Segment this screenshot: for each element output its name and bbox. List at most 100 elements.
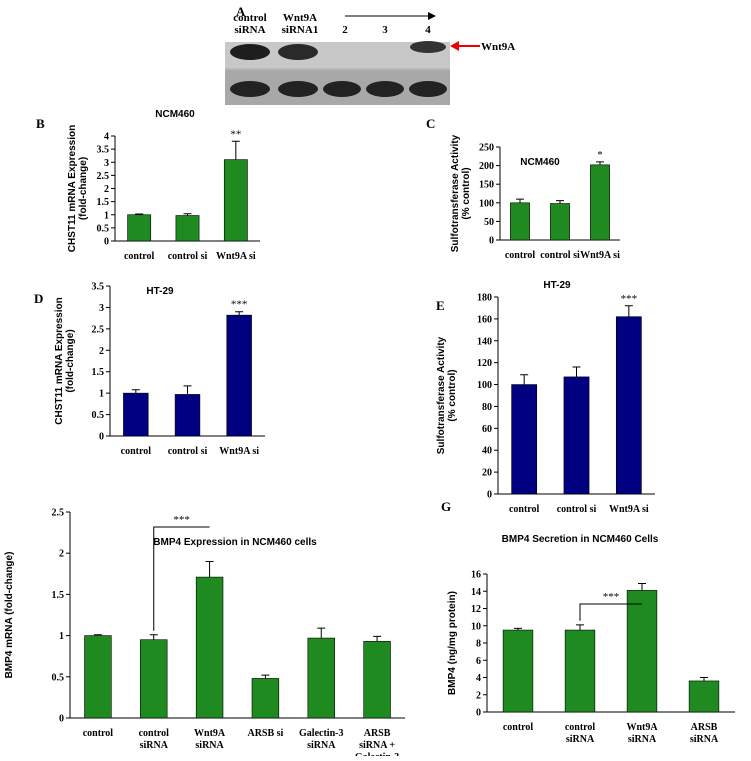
error-bar xyxy=(572,366,581,377)
lane-label: 4 xyxy=(425,24,431,36)
x-tick-label: siRNA xyxy=(628,734,657,745)
y-tick-label: 8 xyxy=(476,639,481,650)
x-tick-label: Galectin-3 xyxy=(299,728,343,739)
bar xyxy=(564,629,596,713)
lane-label: 3 xyxy=(382,24,388,36)
y-axis-label: (% control) xyxy=(447,369,458,421)
y-tick-label: 1.5 xyxy=(97,197,110,208)
band xyxy=(230,81,270,97)
panel-letter: C xyxy=(426,116,435,131)
bar xyxy=(688,680,720,713)
x-tick-label: ARSB si xyxy=(247,728,283,739)
y-tick-label: 0 xyxy=(489,236,494,247)
bar xyxy=(123,392,149,437)
x-tick-label: Galectin-3 xyxy=(355,752,399,756)
bar xyxy=(127,214,152,242)
y-tick-label: 0 xyxy=(104,237,109,248)
error-bar xyxy=(231,140,240,160)
band xyxy=(410,41,446,53)
y-tick-label: 1 xyxy=(104,210,109,221)
x-tick-label: control xyxy=(124,251,155,262)
bar xyxy=(174,394,201,437)
lane-label: siRNA1 xyxy=(282,24,319,36)
chart-title: HT-29 xyxy=(146,286,174,297)
error-bar xyxy=(638,582,646,591)
y-tick-label: 4 xyxy=(104,132,109,143)
y-tick-label: 0 xyxy=(59,714,64,725)
y-axis-label: CHST11 mRNA Expression xyxy=(67,125,78,252)
x-tick-label: control xyxy=(139,728,170,739)
bar xyxy=(84,635,112,719)
error-bar xyxy=(261,674,270,679)
y-tick-label: 4 xyxy=(476,673,481,684)
y-tick-label: 160 xyxy=(477,314,492,325)
y-tick-label: 100 xyxy=(479,198,494,209)
band xyxy=(323,81,361,97)
x-tick-label: Wnt9A si xyxy=(609,504,649,515)
error-bar xyxy=(700,677,708,681)
significance: ** xyxy=(230,128,241,140)
band xyxy=(409,81,447,97)
significance: *** xyxy=(603,591,620,603)
x-tick-label: siRNA xyxy=(690,734,719,745)
error-bar xyxy=(183,213,192,216)
bar xyxy=(510,202,530,241)
x-tick-label: control si xyxy=(168,446,208,457)
x-tick-label: control si xyxy=(557,504,597,515)
x-tick-label: control xyxy=(505,250,536,261)
x-tick-label: ARSB xyxy=(364,728,391,739)
y-tick-label: 2.5 xyxy=(97,171,110,182)
y-tick-label: 20 xyxy=(482,468,492,479)
y-tick-label: 0.5 xyxy=(92,410,105,421)
band xyxy=(230,44,270,60)
y-tick-label: 200 xyxy=(479,161,494,172)
bar xyxy=(175,215,200,242)
y-tick-label: 0.5 xyxy=(97,223,110,234)
significance-bracket xyxy=(579,603,642,621)
y-tick-label: 2 xyxy=(476,690,481,701)
error-bar xyxy=(205,560,214,578)
x-tick-label: control xyxy=(503,722,534,733)
bar xyxy=(363,641,391,719)
y-tick-label: 0 xyxy=(487,490,492,501)
y-tick-label: 2 xyxy=(104,184,109,195)
bar xyxy=(502,629,534,713)
bar xyxy=(626,590,658,713)
panel-letter: E xyxy=(436,298,445,313)
y-tick-label: 12 xyxy=(471,604,481,615)
panel-letter: D xyxy=(34,291,43,306)
panel-letter: A xyxy=(236,4,246,19)
significance: *** xyxy=(231,299,248,311)
error-bar xyxy=(317,627,326,639)
y-tick-label: 3.5 xyxy=(92,282,105,293)
x-tick-label: Wnt9A xyxy=(194,728,226,739)
significance: *** xyxy=(621,293,638,305)
band xyxy=(278,44,318,60)
y-axis-label: Sulfotransferase Activity xyxy=(450,134,461,252)
y-tick-label: 1.5 xyxy=(92,367,105,378)
y-tick-label: 100 xyxy=(477,380,492,391)
y-axis-label: CHST11 mRNA Expression xyxy=(54,297,65,424)
error-bar xyxy=(516,198,524,203)
bar xyxy=(550,203,570,241)
x-tick-label: control si xyxy=(540,250,580,261)
x-tick-label: Wnt9A si xyxy=(216,251,256,262)
lane-label: control xyxy=(233,12,266,24)
bar xyxy=(511,384,538,495)
x-tick-label: siRNA xyxy=(307,740,336,751)
arrow-head xyxy=(428,12,436,20)
chart-title: BMP4 Expression in NCM460 cells xyxy=(153,537,317,548)
x-tick-label: siRNA xyxy=(140,740,169,751)
y-tick-label: 1 xyxy=(59,631,64,642)
x-tick-label: ARSB xyxy=(691,722,718,733)
y-tick-label: 3 xyxy=(99,303,104,314)
significance: * xyxy=(597,149,603,161)
y-tick-label: 40 xyxy=(482,446,492,457)
y-axis-label: (fold-change) xyxy=(78,157,89,220)
y-tick-label: 150 xyxy=(479,180,494,191)
y-tick-label: 60 xyxy=(482,424,492,435)
red-arrow-head xyxy=(450,41,459,51)
error-bar xyxy=(624,305,633,317)
x-tick-label: Wnt9A si xyxy=(580,250,620,261)
